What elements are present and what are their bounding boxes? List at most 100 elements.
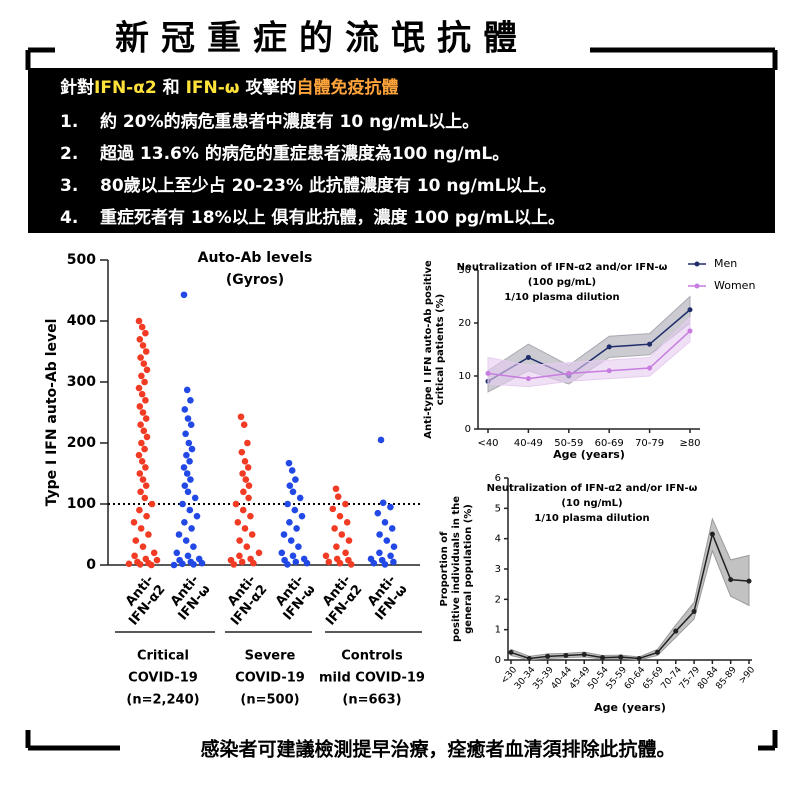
data-point xyxy=(230,561,238,568)
data-point xyxy=(379,499,387,507)
data-point xyxy=(332,485,340,493)
data-point xyxy=(288,467,296,474)
legend-marker xyxy=(694,283,700,289)
data-point xyxy=(173,549,181,557)
x-axis-title: Age (years) xyxy=(594,701,666,714)
data-point xyxy=(336,559,344,567)
confidence-band xyxy=(510,517,750,661)
data-point xyxy=(188,445,196,453)
y-axis-title-line: general population (%) xyxy=(463,504,474,634)
data-point xyxy=(295,543,302,550)
legend-label: Women xyxy=(714,279,755,292)
data-point xyxy=(135,451,143,459)
data-point xyxy=(136,470,144,477)
data-point xyxy=(187,421,195,429)
data-point xyxy=(137,525,145,532)
data-point xyxy=(184,552,192,560)
data-point xyxy=(179,560,186,568)
x-tick-label: 60-69 xyxy=(595,438,624,449)
data-point xyxy=(239,470,246,477)
footer-text: 感染者可建議檢測提早治療，痊癒者血清須排除此抗體。 xyxy=(200,738,675,761)
y-tick-label: 0 xyxy=(495,655,501,666)
data-point xyxy=(153,556,161,564)
data-point xyxy=(563,652,569,658)
data-point xyxy=(184,488,192,496)
data-point xyxy=(193,512,201,520)
y-tick-label: 10 xyxy=(458,371,471,382)
y-tick-label: 1 xyxy=(495,625,501,636)
data-point xyxy=(143,433,151,441)
y-axis-title-line: Anti-type I IFN auto-Ab positive xyxy=(423,260,434,439)
subtitle-part: 和 xyxy=(157,78,186,98)
data-point xyxy=(336,512,344,520)
data-point xyxy=(338,531,346,538)
x-tick-label: Anti-IFN-ω xyxy=(164,572,213,623)
data-point xyxy=(139,409,147,416)
data-point xyxy=(636,655,642,661)
data-point xyxy=(237,413,245,421)
data-point xyxy=(175,531,183,538)
data-point xyxy=(333,543,340,550)
data-point xyxy=(131,552,138,560)
y-axis-title-line: positive individuals in the xyxy=(451,496,462,642)
data-point xyxy=(187,397,194,404)
data-point xyxy=(325,558,333,566)
y-tick-label: 0 xyxy=(465,424,471,435)
data-point xyxy=(136,403,144,410)
data-point xyxy=(244,439,251,447)
data-point xyxy=(236,552,243,560)
data-point xyxy=(145,531,152,538)
data-point xyxy=(525,376,531,382)
data-point xyxy=(331,525,338,532)
data-point xyxy=(132,537,140,544)
data-point xyxy=(618,654,624,660)
y-tick-label: 200 xyxy=(67,435,96,451)
data-point xyxy=(600,655,606,661)
chart-title: Auto-Ab levels xyxy=(198,250,313,266)
data-point xyxy=(184,415,192,422)
data-point xyxy=(141,494,149,502)
x-tick-label: 70-79 xyxy=(635,438,664,449)
data-point xyxy=(142,329,149,337)
data-point xyxy=(180,291,188,299)
data-point xyxy=(647,341,653,347)
data-point xyxy=(289,552,297,560)
y-axis-title: Proportion ofpositive individuals in the… xyxy=(439,496,474,642)
data-point xyxy=(383,537,391,544)
x-tick-label: Anti-IFN-α2 xyxy=(216,572,270,628)
data-point xyxy=(241,525,249,532)
data-point xyxy=(198,559,206,567)
data-point xyxy=(141,378,148,386)
data-point xyxy=(746,578,752,584)
data-point xyxy=(181,482,189,490)
data-point xyxy=(190,561,197,568)
data-point xyxy=(188,525,195,532)
data-point xyxy=(138,372,145,380)
data-point xyxy=(709,531,715,537)
data-point xyxy=(179,500,186,508)
data-point xyxy=(241,458,249,465)
summary-heading: 針對IFN-α2 和 IFN-ω 攻擊的自體免疫抗體 xyxy=(60,77,399,98)
data-point xyxy=(291,506,299,514)
y-tick-label: 30 xyxy=(458,265,471,276)
x-tick-label: Anti-IFN-α2 xyxy=(114,572,168,628)
x-axis-title: Age (years) xyxy=(553,448,625,461)
data-line xyxy=(487,330,691,380)
data-point xyxy=(244,464,252,471)
data-point xyxy=(329,505,337,513)
y-axis-title-line: Proportion of xyxy=(439,531,450,607)
data-point xyxy=(183,451,190,459)
group-label: Critical xyxy=(137,649,189,664)
y-tick-label: 400 xyxy=(67,313,96,329)
data-point xyxy=(654,649,660,655)
y-tick-label: 0 xyxy=(86,557,96,573)
data-point xyxy=(606,344,612,350)
data-point xyxy=(142,464,149,471)
page-title: 新冠重症的流氓抗體 xyxy=(115,19,529,59)
data-point xyxy=(170,561,178,569)
data-point xyxy=(143,512,150,520)
data-point xyxy=(240,488,247,496)
data-point xyxy=(138,439,145,447)
data-point xyxy=(525,354,531,360)
data-point xyxy=(125,560,133,568)
